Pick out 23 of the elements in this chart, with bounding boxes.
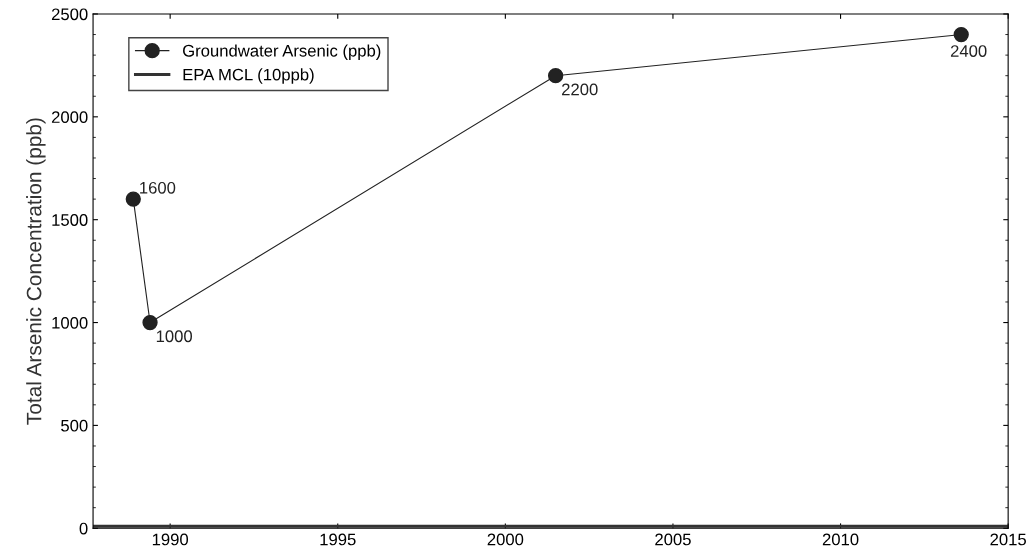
y-tick-label: 2000 [51, 111, 88, 124]
y-axis-title: Total Arsenic Concentration (ppb) [26, 118, 46, 425]
data-label: 1000 [156, 330, 193, 343]
y-tick-label: 500 [61, 419, 88, 432]
point [547, 68, 564, 84]
data-label: 2400 [950, 45, 987, 57]
data-label: 1600 [140, 181, 176, 194]
point [125, 191, 141, 207]
x-tick-label: 2010 [822, 533, 859, 546]
legend-label: Groundwater Arsenic (ppb) [183, 44, 381, 60]
x-tick-label: 2015 [990, 533, 1026, 546]
x-tick-label: 2005 [655, 533, 691, 546]
x-tick-label: 2000 [487, 533, 524, 546]
legend-label: EPA MCL (10ppb) [183, 68, 314, 84]
point [142, 314, 158, 331]
point [953, 26, 969, 43]
data-label: 2200 [562, 83, 598, 96]
y-tick-label: 2500 [51, 8, 88, 21]
x-tick-label: 1990 [152, 533, 189, 546]
y-tick-label: 0 [79, 522, 88, 535]
y-tick-label: 1000 [52, 316, 88, 329]
x-tick-label: 1995 [320, 533, 356, 546]
y-tick-label: 1500 [52, 214, 88, 226]
